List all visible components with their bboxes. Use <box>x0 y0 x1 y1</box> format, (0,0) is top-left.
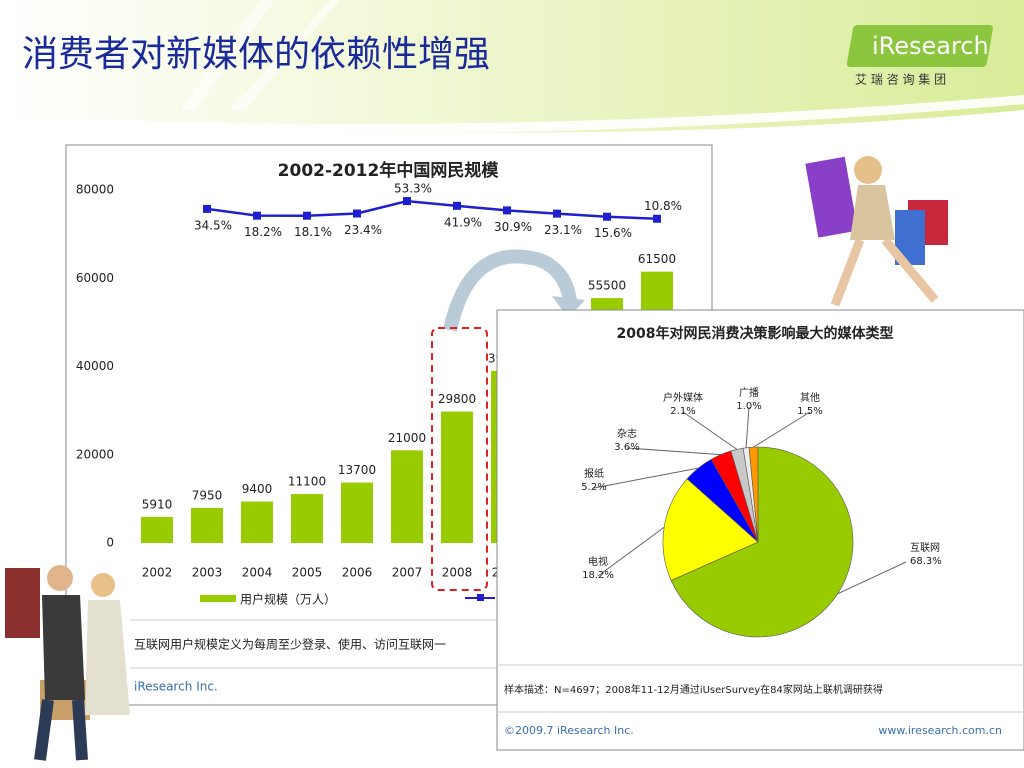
line-marker <box>303 211 311 220</box>
slice-value: 1.0% <box>736 401 761 412</box>
data-label: 53.3% <box>394 182 432 196</box>
data-label: 11100 <box>288 475 326 489</box>
data-label: 23.1% <box>544 223 582 237</box>
slice-value: 3.6% <box>614 442 639 453</box>
arrow-head <box>552 296 585 318</box>
leader-line <box>597 526 665 577</box>
slice-label: 户外媒体 <box>663 391 703 404</box>
chart-title: 2008年对网民消费决策影响最大的媒体类型 <box>617 325 894 342</box>
x-tick-label: 2002 <box>142 566 173 580</box>
photo-couple <box>5 565 130 761</box>
header-swoosh <box>0 95 1024 134</box>
data-label: 13700 <box>338 463 376 477</box>
data-label: 23.4% <box>344 223 382 237</box>
legend-swatch <box>200 595 236 602</box>
data-label: 7950 <box>192 488 223 502</box>
line-marker <box>653 214 661 223</box>
header-stripes <box>180 0 340 110</box>
slice-label: 其他 <box>800 391 820 404</box>
data-label: 9400 <box>242 482 273 496</box>
bar <box>341 482 373 543</box>
header-band <box>0 0 1024 133</box>
source: iResearch Inc. <box>134 680 218 694</box>
note: 互联网用户规模定义为每周至少登录、使用、访问互联网一 <box>134 637 446 652</box>
line-marker <box>503 206 511 215</box>
x-tick-label: 2005 <box>292 566 323 580</box>
slice-label: 报纸 <box>584 467 604 480</box>
slice-label: 互联网 <box>910 542 940 554</box>
leader-line <box>593 467 699 489</box>
bar <box>241 501 273 543</box>
y-tick-label: 40000 <box>76 359 114 373</box>
bar <box>141 516 173 543</box>
x-tick-label: 2004 <box>242 566 273 580</box>
line-marker <box>603 212 611 221</box>
slice-value: 68.3% <box>910 556 942 567</box>
slice-value: 1.5% <box>797 406 822 417</box>
logo-subtitle: 艾 瑞 咨 询 集 团 <box>855 72 946 87</box>
line-marker <box>553 209 561 218</box>
slice-value: 2.1% <box>670 406 695 417</box>
slice-label: 广播 <box>739 386 759 399</box>
data-label: 61500 <box>638 252 676 266</box>
logo-box <box>846 25 993 67</box>
data-label: 10.8% <box>644 199 682 213</box>
slice-value: 5.2% <box>581 482 606 493</box>
chart-title: 2002-2012年中国网民规模 <box>278 160 500 181</box>
leader-line <box>626 447 721 456</box>
line-marker <box>453 201 461 210</box>
y-tick-label: 20000 <box>76 447 114 461</box>
y-tick-label: 0 <box>106 536 114 550</box>
data-label: 30.9% <box>494 220 532 234</box>
slice-label: 杂志 <box>617 427 637 440</box>
x-tick-label: 2008 <box>442 566 473 580</box>
line-marker <box>403 197 411 206</box>
x-tick-label: 2007 <box>392 566 423 580</box>
data-label: 21000 <box>388 431 426 445</box>
source: ©2009.7 iResearch Inc. <box>504 724 634 737</box>
line-marker <box>253 211 261 220</box>
slide-title: 消费者对新媒体的依赖性增强 <box>22 34 490 75</box>
bar <box>291 494 323 543</box>
leader-line <box>837 561 907 595</box>
y-tick-label: 60000 <box>76 271 114 285</box>
data-label: 5910 <box>142 497 173 511</box>
y-tick-label: 80000 <box>76 183 114 197</box>
photo-shopper <box>805 156 948 307</box>
data-label: 41.9% <box>444 215 482 229</box>
bar <box>191 507 223 543</box>
data-label: 34.5% <box>194 218 232 232</box>
data-label: 29800 <box>438 392 476 406</box>
bar <box>441 411 473 543</box>
leader-line <box>745 406 750 448</box>
data-label: 55500 <box>588 279 626 293</box>
leader-line <box>753 411 811 448</box>
data-label: 15.6% <box>594 226 632 240</box>
arrow <box>443 249 577 332</box>
data-label: 18.1% <box>294 225 332 239</box>
slice-value: 18.2% <box>582 570 614 581</box>
x-tick-label: 2003 <box>192 566 223 580</box>
bar <box>391 450 423 543</box>
pie-slice <box>670 446 854 638</box>
data-label: 18.2% <box>244 225 282 239</box>
legend-label: 用户规模（万人） <box>240 592 336 607</box>
url: www.iresearch.com.cn <box>878 724 1002 737</box>
line-marker <box>203 204 211 213</box>
line <box>206 199 658 220</box>
legend-marker <box>477 594 484 601</box>
slice-label: 电视 <box>588 555 608 568</box>
line-marker <box>353 209 361 218</box>
x-tick-label: 2006 <box>342 566 373 580</box>
note: 样本描述：N=4697；2008年11-12月通过iUserSurvey在84家… <box>504 683 883 696</box>
logo-brand: iResearch <box>872 32 989 60</box>
leader-line <box>682 411 738 450</box>
